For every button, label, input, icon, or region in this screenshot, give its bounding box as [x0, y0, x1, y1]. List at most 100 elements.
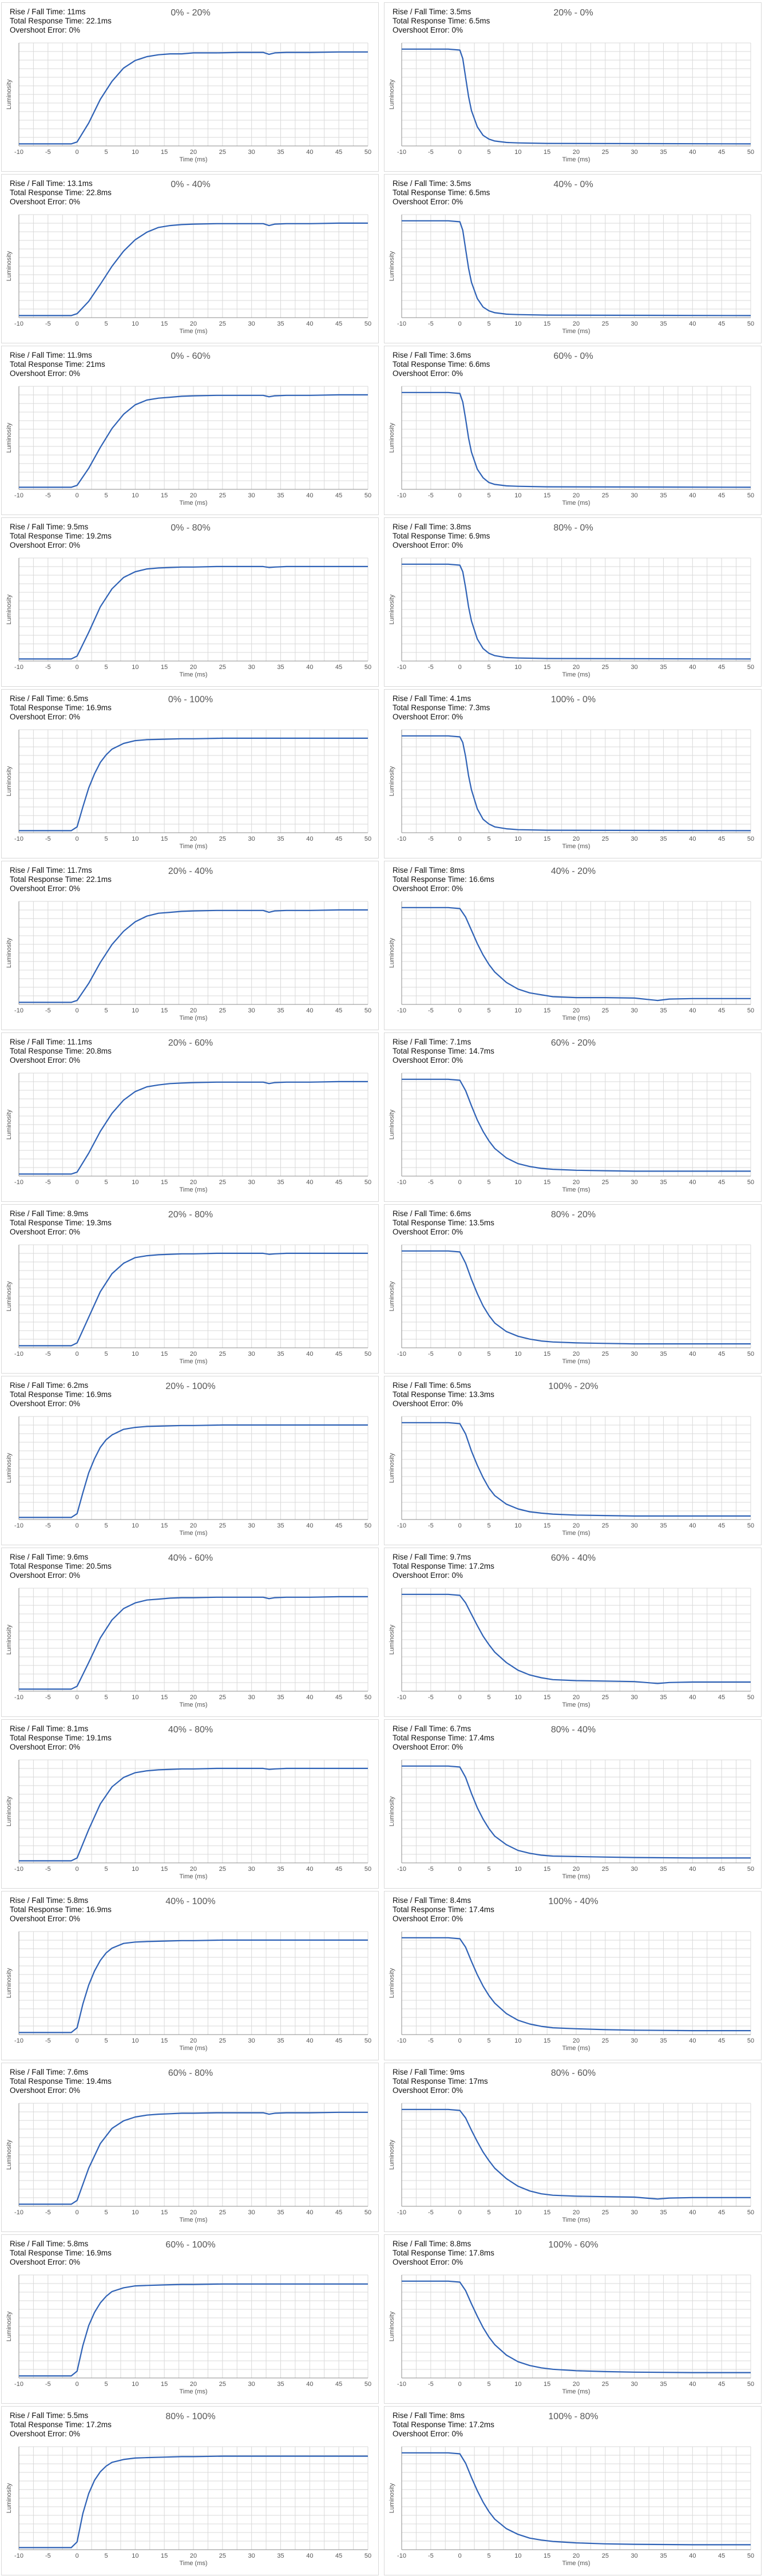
x-tick-label: 50: [747, 149, 754, 156]
x-tick-label: -10: [14, 836, 23, 842]
x-tick-label: -5: [45, 1694, 51, 1701]
chart-panel: Rise / Fall Time: 3.5ms Total Response Ti…: [384, 2, 762, 172]
luminosity-series-line: [402, 563, 751, 660]
x-tick-label: 40: [689, 2037, 696, 2044]
x-tick-label: 5: [104, 1007, 108, 1014]
chart-plot: -10 -5 0 5 10 15 20 25 30 35 40 45 50 Time (ms) Lumino…: [389, 386, 754, 507]
chart-stats: Rise / Fall Time: 6.5ms Total Response Ti…: [393, 1381, 494, 1408]
chart-title: 80% - 100%: [165, 2412, 216, 2421]
x-tick-label: 30: [248, 1179, 255, 1186]
x-tick-label: 35: [277, 1007, 284, 1014]
chart-title: 100% - 60%: [548, 2240, 598, 2250]
chart-stat-line: Total Response Time: 19.4ms: [10, 2077, 112, 2086]
x-tick-label: -5: [428, 836, 434, 842]
x-tick-label: 20: [190, 2553, 197, 2559]
x-tick-label: 25: [602, 1866, 609, 1873]
x-tick-label: 0: [76, 1522, 79, 1529]
x-tick-label: 10: [132, 1694, 138, 1701]
luminosity-series-line: [19, 1252, 368, 1347]
x-tick-label: 35: [660, 492, 667, 499]
x-tick-label: 15: [544, 2209, 550, 2216]
chart-stat-line: Total Response Time: 13.5ms: [393, 1218, 494, 1227]
x-tick-label: 45: [718, 1179, 725, 1186]
x-tick-label: 20: [190, 1694, 197, 1701]
x-tick-label: 5: [104, 836, 108, 842]
chart-stat-line: Overshoot Error: 0%: [393, 1914, 463, 1923]
chart-stat-line: Overshoot Error: 0%: [10, 1743, 81, 1751]
y-axis-label: Luminosity: [389, 1968, 395, 1998]
chart-stat-line: Rise / Fall Time: 5.8ms: [10, 1896, 89, 1905]
x-tick-label: 15: [161, 149, 168, 156]
x-tick-label: 20: [573, 836, 580, 842]
chart-stat-line: Total Response Time: 20.5ms: [10, 1562, 112, 1570]
x-tick-label: 20: [573, 2381, 580, 2388]
chart-stat-line: Overshoot Error: 0%: [393, 2258, 463, 2266]
chart-stat-line: Overshoot Error: 0%: [10, 713, 81, 721]
x-tick-label: 10: [514, 149, 521, 156]
x-tick-label: -5: [45, 1866, 51, 1873]
x-tick-label: 35: [660, 1007, 667, 1014]
x-axis-label: Time (ms): [179, 1015, 207, 1022]
chart-title: 20% - 80%: [168, 1210, 213, 1220]
x-tick-label: -10: [397, 2381, 406, 2388]
chart-stat-line: Overshoot Error: 0%: [393, 197, 463, 206]
chart-stat-line: Total Response Time: 22.1ms: [10, 875, 112, 884]
x-tick-label: 40: [689, 2209, 696, 2216]
chart-panel: Rise / Fall Time: 3.6ms Total Response Ti…: [384, 346, 762, 515]
x-tick-label: 35: [277, 2381, 284, 2388]
x-tick-label: 30: [248, 320, 255, 327]
x-tick-label: 20: [190, 2209, 197, 2216]
x-tick-label: 0: [458, 492, 462, 499]
x-tick-label: 40: [689, 149, 696, 156]
x-tick-label: 25: [602, 2553, 609, 2559]
chart-stats: Rise / Fall Time: 7.6ms Total Response Ti…: [10, 2068, 112, 2095]
x-tick-label: 35: [660, 2381, 667, 2388]
x-tick-label: 50: [364, 2381, 371, 2388]
x-tick-label: 35: [277, 1522, 284, 1529]
chart-stat-line: Rise / Fall Time: 8.8ms: [393, 2239, 471, 2248]
x-tick-label: 25: [602, 836, 609, 842]
chart-stat-line: Total Response Time: 6.9ms: [393, 532, 490, 540]
x-tick-label: -10: [14, 2037, 23, 2044]
x-tick-label: 30: [631, 149, 638, 156]
x-tick-label: 20: [573, 1351, 580, 1358]
x-tick-label: 25: [602, 2209, 609, 2216]
x-tick-label: 45: [718, 2553, 725, 2559]
chart-plot: -10 -5 0 5 10 15 20 25 30 35 40 45 50 Time (ms) Lumino…: [6, 1244, 371, 1365]
chart-plot: -10 -5 0 5 10 15 20 25 30 35 40 45 50 Time (ms) Lumino…: [389, 2274, 754, 2395]
chart-panel: Rise / Fall Time: 9.6ms Total Response Ti…: [1, 1548, 379, 1717]
x-tick-label: 20: [190, 320, 197, 327]
x-axis-label: Time (ms): [562, 2045, 590, 2052]
chart-panel: Rise / Fall Time: 5.8ms Total Response Ti…: [1, 1891, 379, 2060]
chart-stat-line: Total Response Time: 14.7ms: [393, 1047, 494, 1055]
y-axis-label: Luminosity: [389, 422, 395, 453]
x-tick-label: 0: [76, 1179, 79, 1186]
x-tick-label: -5: [428, 2553, 434, 2559]
chart-plot: -10 -5 0 5 10 15 20 25 30 35 40 45 50 Time (ms) Lumino…: [389, 1588, 754, 1708]
chart-stat-line: Total Response Time: 16.9ms: [10, 703, 112, 712]
x-tick-label: -10: [397, 836, 406, 842]
x-tick-label: 5: [104, 320, 108, 327]
x-tick-label: 35: [660, 320, 667, 327]
x-tick-label: 30: [248, 2037, 255, 2044]
chart-panel: Rise / Fall Time: 11.1ms Total Response T…: [1, 1032, 379, 1202]
luminosity-series-line: [19, 1939, 368, 2033]
y-axis-label: Luminosity: [389, 2483, 395, 2513]
x-tick-label: 10: [514, 320, 521, 327]
x-tick-label: 45: [718, 836, 725, 842]
x-tick-label: 50: [747, 492, 754, 499]
x-tick-label: 40: [689, 492, 696, 499]
chart-stat-line: Total Response Time: 17.2ms: [393, 1562, 494, 1570]
x-tick-label: 20: [190, 1522, 197, 1529]
x-tick-label: -5: [45, 2037, 51, 2044]
x-tick-label: 15: [161, 1179, 168, 1186]
x-axis-label: Time (ms): [179, 2388, 207, 2395]
chart-title: 60% - 80%: [168, 2068, 213, 2078]
x-tick-label: 5: [487, 1007, 490, 1014]
x-tick-label: 30: [631, 320, 638, 327]
x-tick-label: 15: [161, 836, 168, 842]
x-tick-label: 10: [132, 1522, 138, 1529]
x-tick-label: 10: [132, 2553, 138, 2559]
x-tick-label: 0: [76, 836, 79, 842]
x-tick-label: 45: [335, 1179, 342, 1186]
